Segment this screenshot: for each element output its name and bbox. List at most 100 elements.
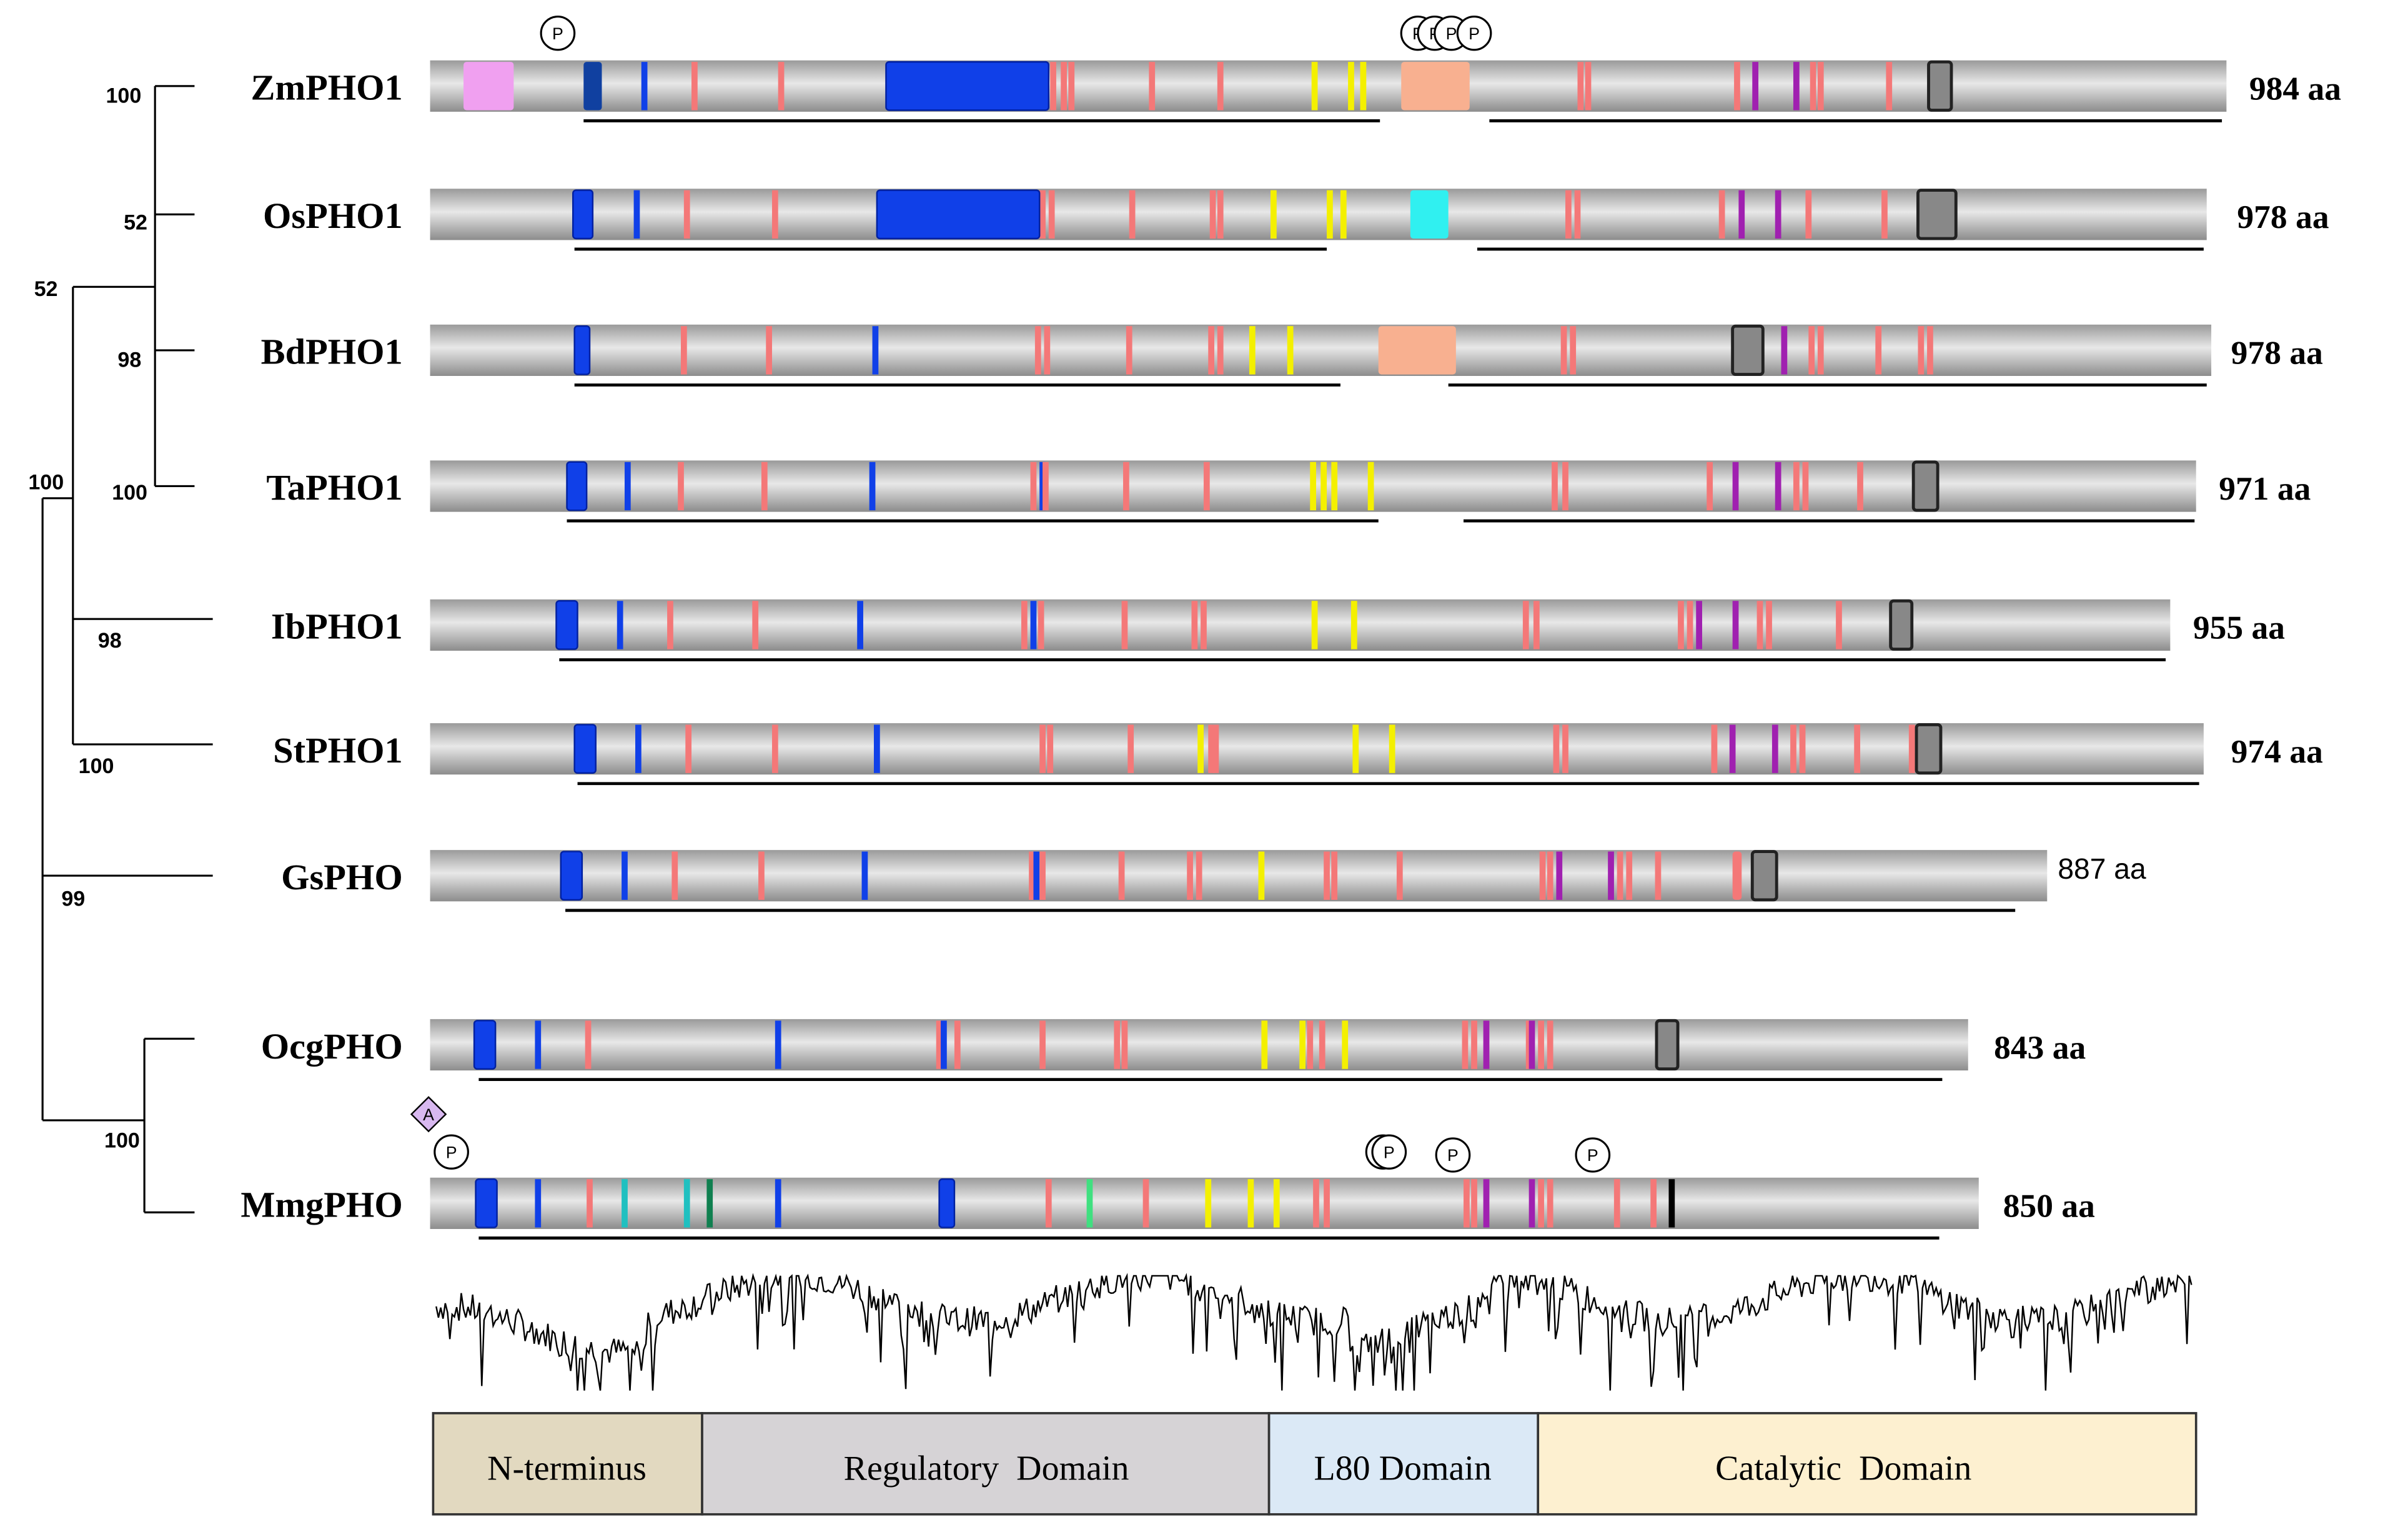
motif <box>1538 1020 1544 1069</box>
motif <box>1854 724 1861 773</box>
motif <box>1918 326 1925 375</box>
protein-bar <box>430 599 2171 651</box>
motif-box <box>1732 851 1742 900</box>
motif <box>1927 326 1933 375</box>
motif <box>1209 190 1216 239</box>
bootstrap: 98 <box>117 348 141 372</box>
motif <box>1030 601 1037 649</box>
motif <box>1562 724 1568 773</box>
motif <box>691 62 698 111</box>
motif <box>617 601 623 649</box>
tree <box>41 85 213 1213</box>
motif <box>1367 462 1374 511</box>
motif <box>1756 601 1763 649</box>
motif <box>1129 190 1136 239</box>
motif <box>936 1020 943 1069</box>
motif <box>1342 1020 1349 1069</box>
motif-box <box>573 724 597 774</box>
motif <box>1613 1179 1620 1228</box>
domain-label: N-terminus <box>487 1449 647 1488</box>
motif <box>1287 326 1294 375</box>
motif <box>1350 601 1357 649</box>
phospho-site <box>540 16 576 51</box>
motif <box>1029 851 1035 900</box>
motif-box <box>876 189 1041 240</box>
motif <box>1547 851 1553 900</box>
protein-bar <box>430 189 2207 240</box>
protein-length: 850 aa <box>2003 1187 2095 1225</box>
motif <box>706 1179 713 1228</box>
motif <box>1187 851 1193 900</box>
motif <box>1038 601 1044 649</box>
motif <box>1331 851 1338 900</box>
motif <box>1655 851 1662 900</box>
motif-box <box>1401 62 1470 111</box>
bootstrap: 100 <box>79 754 114 778</box>
motif <box>585 1020 592 1069</box>
motif <box>1734 62 1740 111</box>
motif <box>1565 190 1572 239</box>
phospho-label: P <box>446 1143 457 1162</box>
motif <box>1149 62 1156 111</box>
protein-name: TaPHO1 <box>266 467 402 508</box>
motif <box>1732 601 1739 649</box>
motif <box>1553 724 1560 773</box>
motif <box>1775 462 1781 511</box>
protein-bar <box>430 723 2204 775</box>
motif <box>1389 724 1395 773</box>
motif-box <box>475 1178 498 1228</box>
motif <box>1533 601 1540 649</box>
motif <box>1050 62 1056 111</box>
protein-length: 978 aa <box>2237 198 2329 235</box>
motif <box>1483 1179 1490 1228</box>
motif <box>1775 190 1781 239</box>
motif <box>1311 601 1318 649</box>
protein-length: 974 aa <box>2231 733 2323 770</box>
phospho-label: P <box>552 24 563 43</box>
motif <box>1471 1179 1477 1228</box>
protein-name: BdPHO1 <box>261 332 403 372</box>
motif <box>681 326 687 375</box>
motif <box>1320 462 1327 511</box>
motif <box>1908 724 1915 773</box>
motif-box <box>1927 60 1953 112</box>
motif <box>1732 462 1739 511</box>
motif <box>1319 1020 1325 1069</box>
motif <box>775 1020 781 1069</box>
motif <box>1048 190 1055 239</box>
motif <box>1729 724 1736 773</box>
motif <box>671 851 678 900</box>
motif <box>1061 62 1067 111</box>
protein-bar <box>430 1177 1979 1229</box>
motif <box>667 601 673 649</box>
motif <box>771 724 778 773</box>
motif <box>1114 1020 1121 1069</box>
motif-box <box>555 600 578 650</box>
motif <box>587 1179 593 1228</box>
protein-bar <box>430 324 2212 376</box>
acetyl-label: A <box>423 1105 434 1124</box>
motif <box>1045 1179 1052 1228</box>
phospho-label: P <box>1384 1143 1395 1162</box>
motif <box>1528 1020 1535 1069</box>
motif <box>1039 190 1046 239</box>
motif-box <box>1410 190 1449 239</box>
motif <box>761 462 768 511</box>
motif <box>1707 462 1713 511</box>
motif <box>1126 326 1132 375</box>
motif <box>1205 1179 1212 1228</box>
bootstrap: 99 <box>61 887 85 911</box>
motif <box>1121 601 1128 649</box>
motif <box>1208 724 1214 773</box>
domain-label: Regulatory Domain <box>844 1449 1129 1488</box>
motif <box>1196 851 1202 900</box>
phospho-site <box>1435 1137 1471 1173</box>
motif <box>1348 62 1354 111</box>
motif-box <box>1378 326 1456 375</box>
motif <box>1217 326 1224 375</box>
bootstrap: 52 <box>34 277 58 301</box>
motif <box>1464 1179 1470 1228</box>
motif <box>1805 190 1812 239</box>
motif <box>1857 462 1863 511</box>
motif <box>1617 851 1623 900</box>
